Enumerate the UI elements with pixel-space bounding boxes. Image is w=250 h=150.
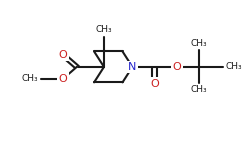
Text: CH₃: CH₃ (225, 62, 242, 71)
Text: CH₃: CH₃ (21, 74, 38, 83)
Text: N: N (128, 62, 136, 72)
Text: O: O (59, 50, 68, 60)
Text: CH₃: CH₃ (96, 25, 112, 34)
Text: O: O (150, 79, 159, 89)
Text: CH₃: CH₃ (191, 39, 208, 48)
Text: CH₃: CH₃ (191, 85, 208, 94)
Text: O: O (59, 74, 68, 84)
Text: O: O (172, 62, 181, 72)
